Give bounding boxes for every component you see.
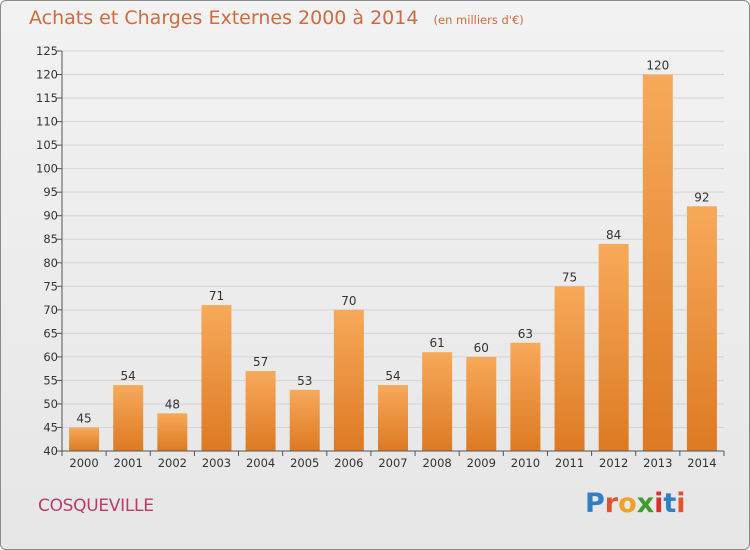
- bar-2003: [201, 305, 232, 451]
- value-label: 63: [518, 327, 533, 341]
- x-tick-label: 2004: [246, 456, 275, 470]
- logo-letter: i: [676, 488, 686, 519]
- bar-2005: [289, 389, 320, 451]
- logo-letter: i: [654, 488, 664, 519]
- value-label: 75: [562, 270, 577, 284]
- bar-2004: [245, 371, 276, 451]
- x-tick-label: 2008: [422, 456, 451, 470]
- logo-letter: P: [585, 488, 605, 519]
- x-tick-label: 2000: [69, 456, 98, 470]
- y-tick-label: 95: [43, 185, 58, 199]
- value-label: 54: [385, 369, 400, 383]
- logo-letter: x: [636, 488, 655, 519]
- value-label: 84: [606, 228, 621, 242]
- y-tick-label: 65: [43, 326, 58, 340]
- unit-note: (en milliers d'€): [433, 13, 524, 27]
- value-label: 57: [253, 355, 268, 369]
- bar-2006: [333, 309, 364, 451]
- value-labels: 45 54 48 71 57 53 70 54 61 60 63 75 84 120 92: [76, 59, 709, 426]
- proxiti-logo: Proxiti: [585, 488, 686, 519]
- x-tick-label: 2006: [334, 456, 363, 470]
- x-tick-label: 2007: [378, 456, 407, 470]
- logo-letter: o: [618, 488, 637, 519]
- bar-2002: [157, 413, 188, 451]
- value-label: 45: [76, 411, 91, 425]
- value-label: 120: [646, 59, 669, 73]
- y-tick-label: 70: [43, 303, 58, 317]
- bar-2010: [510, 342, 541, 451]
- value-label: 60: [474, 341, 489, 355]
- value-label: 92: [694, 190, 709, 204]
- y-tick-label: 90: [43, 209, 58, 223]
- bar-2012: [598, 243, 629, 451]
- y-tick-label: 125: [36, 44, 58, 58]
- y-tick-label: 60: [43, 350, 58, 364]
- bar-2007: [378, 385, 408, 451]
- y-tick-label: 115: [36, 91, 58, 105]
- bar-2009: [466, 356, 497, 451]
- value-label: 61: [429, 336, 444, 350]
- y-tick-label: 80: [43, 256, 58, 270]
- value-label: 53: [297, 374, 312, 388]
- y-tick-label: 40: [43, 444, 58, 458]
- y-tick-label: 55: [43, 373, 58, 387]
- bar-2000: [69, 427, 100, 451]
- x-tick-label: 2009: [467, 456, 496, 470]
- x-axis-ticks: 2000 2001 2002 2003 2004 2005 2006 2007 2008 2009…: [61, 451, 725, 470]
- x-tick-label: 2010: [511, 456, 540, 470]
- x-tick-label: 2011: [555, 456, 584, 470]
- y-axis-ticks: 40 45 50 55 60 65 70 75 80 85 90 95 100 105 110 115 120 1…: [36, 44, 62, 458]
- x-tick-label: 2013: [643, 456, 672, 470]
- title-row: Achats et Charges Externes 2000 à 2014 (…: [29, 7, 524, 29]
- axes: [61, 51, 724, 452]
- x-tick-label: 2001: [114, 456, 143, 470]
- logo-letter: r: [604, 488, 619, 519]
- y-tick-label: 85: [43, 232, 58, 246]
- value-label: 48: [165, 397, 180, 411]
- logo-letter: t: [663, 488, 677, 519]
- y-tick-label: 50: [43, 397, 58, 411]
- y-tick-label: 100: [36, 162, 58, 176]
- bar-2008: [422, 352, 453, 451]
- y-tick-label: 45: [43, 420, 58, 434]
- y-tick-label: 120: [36, 68, 58, 82]
- value-label: 71: [209, 289, 224, 303]
- y-tick-label: 105: [36, 138, 58, 152]
- x-tick-label: 2014: [687, 456, 716, 470]
- x-tick-label: 2005: [290, 456, 319, 470]
- bar-2001: [113, 385, 144, 451]
- city-name: COSQUEVILLE: [38, 496, 154, 516]
- bars: [69, 74, 717, 451]
- chart-title: Achats et Charges Externes 2000 à 2014: [29, 7, 419, 29]
- value-label: 54: [121, 369, 136, 383]
- y-tick-label: 75: [43, 279, 58, 293]
- bar-2014: [686, 206, 717, 451]
- x-tick-label: 2012: [599, 456, 628, 470]
- x-tick-label: 2002: [158, 456, 187, 470]
- bar-2011: [554, 286, 585, 451]
- x-tick-label: 2003: [202, 456, 231, 470]
- bar-2013: [642, 74, 673, 451]
- y-tick-label: 110: [36, 115, 58, 129]
- value-label: 70: [341, 294, 356, 308]
